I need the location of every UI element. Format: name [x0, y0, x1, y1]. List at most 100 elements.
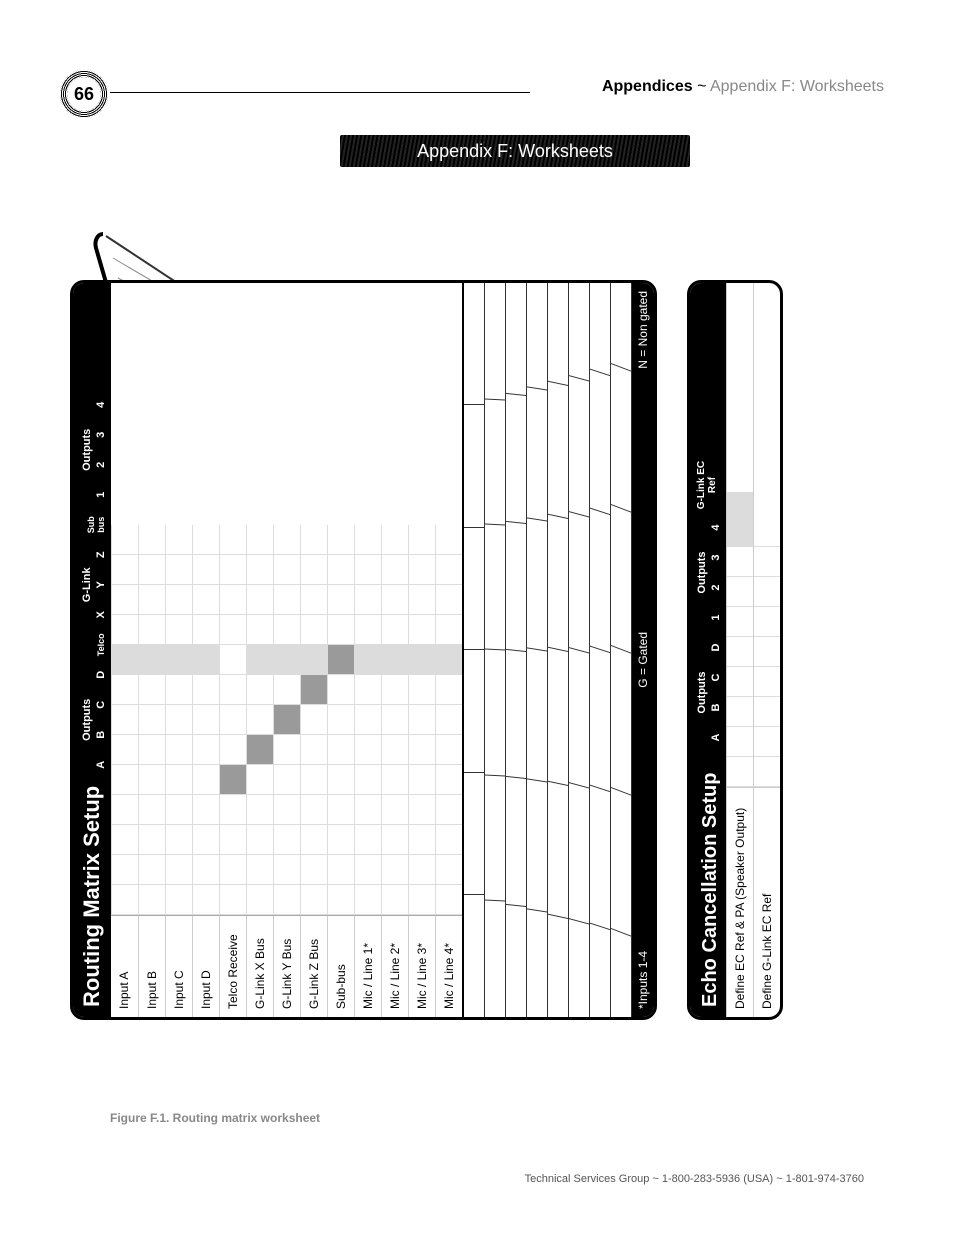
perspective-tab — [527, 387, 547, 521]
grid-cell — [435, 795, 462, 825]
grid-cell — [246, 825, 273, 855]
grid-cell — [408, 615, 435, 645]
grid-cell — [246, 585, 273, 615]
grid-cell — [246, 855, 273, 885]
grid-cell — [138, 645, 165, 675]
perspective-tab — [527, 909, 547, 1017]
grid-cell — [408, 525, 435, 555]
perspective-tab — [611, 504, 631, 653]
col-label: Sub bus — [87, 510, 107, 540]
header-rule — [110, 92, 530, 93]
grid-cell — [219, 795, 246, 825]
perspective-tab — [464, 283, 484, 405]
grid-cell — [138, 675, 165, 705]
grid-cell — [192, 825, 219, 855]
grid-cell — [435, 645, 462, 675]
echo-glink-cell — [754, 492, 780, 547]
col-label: Telco — [97, 630, 107, 660]
perspective-tab — [506, 776, 526, 906]
grid-cell — [354, 825, 381, 855]
grid-cell — [165, 765, 192, 795]
page-number-badge: 66 — [60, 70, 108, 118]
grid-cell — [435, 885, 462, 915]
grid-cell — [192, 735, 219, 765]
grid-cell — [435, 855, 462, 885]
perspective-row — [464, 283, 485, 1017]
grid-cell — [408, 855, 435, 885]
grid-cell — [381, 645, 408, 675]
grid-cell — [435, 585, 462, 615]
perspective-tab — [611, 928, 631, 1017]
grid-cell — [300, 795, 327, 825]
perspective-tab — [527, 283, 547, 390]
grid-cell — [138, 825, 165, 855]
echo-cell — [727, 577, 753, 607]
grid-cell — [219, 525, 246, 555]
grid-cell — [111, 555, 138, 585]
perspective-tab — [611, 787, 631, 936]
grid-cell — [300, 525, 327, 555]
perspective-tab — [506, 648, 526, 778]
grid-cell — [300, 855, 327, 885]
grid-cell — [219, 735, 246, 765]
row-label: Input D — [192, 916, 219, 1017]
grid-cell — [273, 705, 300, 735]
grid-cell — [138, 705, 165, 735]
perspective-tab — [611, 645, 631, 794]
grid-cell — [327, 735, 354, 765]
grid-cell — [165, 885, 192, 915]
grid-cell — [273, 825, 300, 855]
grid-cell — [192, 525, 219, 555]
grid-cell — [138, 615, 165, 645]
grid-cell — [408, 675, 435, 705]
column-group: Sub bus — [87, 510, 107, 540]
grid-cell — [381, 885, 408, 915]
grid-cell — [138, 765, 165, 795]
grid-cell — [381, 825, 408, 855]
grid-cell — [273, 555, 300, 585]
grid-cell — [138, 795, 165, 825]
echo-cell — [727, 637, 753, 667]
perspective-tab — [464, 772, 484, 895]
grid-cell — [354, 615, 381, 645]
col-label: 1 — [95, 480, 107, 510]
grid-cell — [219, 615, 246, 645]
perspective-tab — [548, 780, 568, 917]
perspective-tab — [548, 283, 568, 385]
grid-cell — [165, 585, 192, 615]
perspective-tab-zone — [462, 283, 632, 1017]
grid-cell — [165, 675, 192, 705]
grid-cell — [165, 615, 192, 645]
echo-cell — [754, 637, 780, 667]
grid-cell — [435, 735, 462, 765]
grid-cell — [246, 795, 273, 825]
echo-cell — [727, 757, 753, 787]
routing-matrix-body: Input AInput BInput CInput DTelco Receiv… — [111, 283, 462, 1017]
grid-cell — [111, 795, 138, 825]
grid-cell — [327, 795, 354, 825]
grid-cell — [327, 825, 354, 855]
grid-cell — [165, 645, 192, 675]
grid-cell — [435, 705, 462, 735]
perspective-tab — [506, 283, 526, 395]
column-groups: OutputsABCDTelcoG-LinkXYZSub busOutputs1… — [81, 390, 107, 780]
row-label: G-Link X Bus — [246, 916, 273, 1017]
grid-cell — [192, 705, 219, 735]
row-label: Sub-bus — [327, 916, 354, 1017]
grid-cell — [408, 885, 435, 915]
grid-cell — [435, 615, 462, 645]
grid-cell — [300, 615, 327, 645]
perspective-tab — [527, 778, 547, 912]
grid-cell — [165, 525, 192, 555]
col-label: Z — [95, 540, 107, 570]
grid-cell — [111, 855, 138, 885]
col-label: B — [95, 720, 107, 750]
grid-cell — [381, 795, 408, 825]
grid-cell — [354, 735, 381, 765]
perspective-tab — [590, 646, 610, 791]
perspective-tab — [485, 899, 505, 1017]
grid-cell — [381, 705, 408, 735]
grid-cell — [246, 885, 273, 915]
grid-cell — [111, 885, 138, 915]
echo-column-groups: OutputsABCDOutputs1234G-Link EC Ref — [696, 458, 722, 753]
